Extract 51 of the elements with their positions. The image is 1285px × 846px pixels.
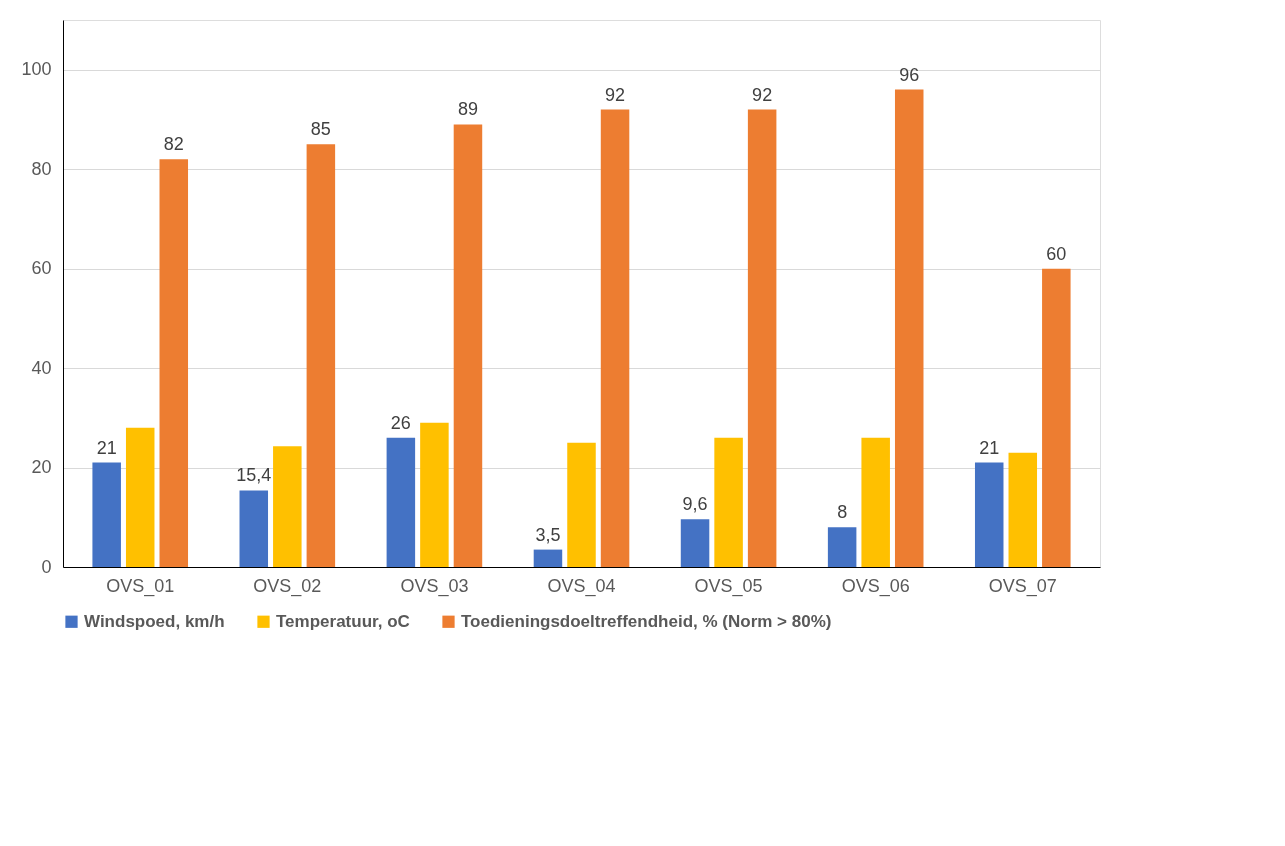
data-label: 8: [837, 502, 848, 523]
x-tick-label: OVS_03: [400, 575, 469, 597]
x-tick-label: OVS_04: [547, 575, 616, 597]
x-tick-label: OVS_02: [253, 575, 322, 597]
bar: [714, 437, 743, 567]
data-label: 85: [310, 119, 331, 140]
y-tick-label: 80: [31, 158, 52, 179]
data-label: 3,5: [535, 524, 561, 545]
bar: [125, 427, 155, 567]
data-label: 26: [390, 412, 411, 433]
bar: [974, 462, 1004, 567]
data-label: 15,4: [236, 465, 272, 486]
data-label: 60: [1046, 243, 1067, 264]
bar: [567, 442, 596, 567]
data-label: 9,6: [682, 494, 708, 515]
y-tick-label: 100: [21, 59, 52, 80]
bar: [680, 519, 710, 567]
y-tick-label: 60: [31, 258, 52, 279]
x-tick-label: OVS_05: [694, 575, 763, 597]
y-tick-label: 0: [41, 556, 52, 577]
bar: [273, 446, 302, 567]
bar: [600, 109, 630, 567]
y-tick-label: 20: [31, 457, 52, 478]
bar: [747, 109, 777, 567]
data-label: 92: [605, 84, 626, 105]
data-label: 92: [752, 84, 773, 105]
bar: [92, 462, 121, 567]
bar: [894, 89, 924, 567]
bar: [1008, 452, 1038, 567]
bar: [1042, 268, 1071, 567]
bar: [386, 437, 416, 567]
bar: [533, 549, 563, 567]
bar: [159, 159, 189, 567]
data-label: 89: [457, 99, 478, 120]
legend-label: Toedieningsdoeltreffendheid, % (Norm > 80%): [461, 611, 832, 631]
data-label: 21: [96, 437, 117, 458]
legend-label: Windspoed, km/h: [84, 611, 225, 631]
x-tick-label: OVS_01: [106, 575, 175, 597]
data-label: 96: [899, 64, 920, 85]
x-tick-label: OVS_06: [841, 575, 910, 597]
bar: [306, 144, 336, 567]
bar: [420, 422, 449, 567]
bar: [239, 490, 269, 567]
x-tick-label: OVS_07: [988, 575, 1057, 597]
data-label: 82: [163, 134, 184, 155]
bar: [453, 124, 483, 567]
bar: [827, 527, 857, 567]
legend-label: Temperatuur, oC: [276, 611, 410, 631]
y-tick-label: 40: [31, 357, 52, 378]
data-label: 21: [979, 437, 1000, 458]
bar: [861, 437, 890, 567]
